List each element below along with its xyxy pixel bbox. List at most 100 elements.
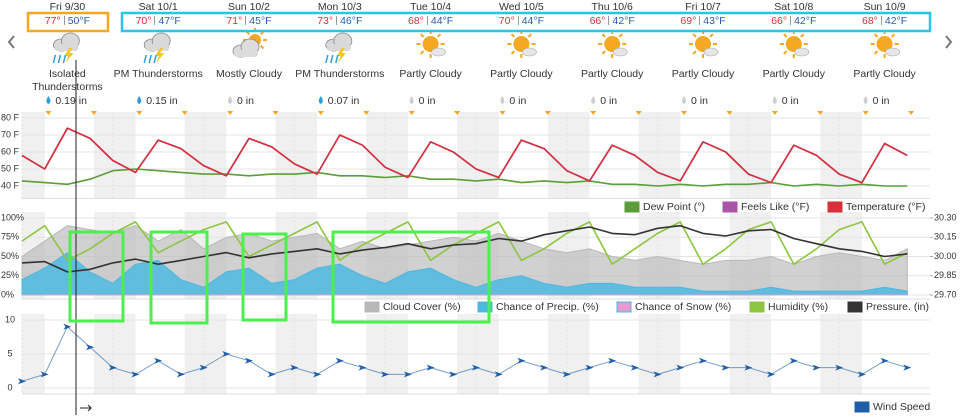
day-date: Sat 10/1 xyxy=(138,1,178,13)
separator xyxy=(154,16,156,25)
nav-prev[interactable] xyxy=(7,35,15,49)
day-temps: 70° 47°F xyxy=(113,15,203,28)
legend-swatch xyxy=(616,301,632,313)
icon-cloud xyxy=(703,47,719,57)
sun-event xyxy=(317,111,324,115)
day-precip: 0 in xyxy=(691,95,708,107)
wind-marker xyxy=(131,371,140,378)
day-date: Fri 9/30 xyxy=(49,1,86,13)
day-precip: 0.19 in xyxy=(55,95,87,107)
day-condition: PM Thunderstorms xyxy=(295,68,385,80)
icon-ray xyxy=(692,33,697,38)
sun-event xyxy=(908,111,915,115)
sun-event xyxy=(681,111,688,115)
sun-event xyxy=(363,111,370,115)
low-temp: 44°F xyxy=(430,15,454,27)
separator xyxy=(699,16,701,25)
day-temps: 70° 44°F xyxy=(476,15,566,28)
icon-rain xyxy=(52,54,57,64)
day-condition: Isolated Thunderstorms xyxy=(32,68,103,93)
day-condition: PM Thunderstorms xyxy=(113,68,203,80)
wind-marker xyxy=(721,364,730,371)
icon-cloud xyxy=(145,44,170,51)
night-band xyxy=(93,112,136,199)
icon-sun xyxy=(604,36,621,52)
wind-marker xyxy=(449,371,458,378)
sun-event xyxy=(544,111,551,115)
highlight-box xyxy=(149,230,209,325)
wind-marker xyxy=(585,364,594,371)
wind-marker xyxy=(426,364,435,371)
sun-event xyxy=(590,111,597,115)
highlight-box xyxy=(26,11,110,33)
y-tick-label: 100% xyxy=(1,212,24,222)
icon-cloud xyxy=(326,44,351,51)
icon-ray xyxy=(890,33,896,38)
legend-swatch xyxy=(624,201,640,213)
wind-marker xyxy=(63,323,72,330)
wind-marker xyxy=(812,364,821,371)
wind-marker xyxy=(403,371,412,378)
highlight-box xyxy=(331,230,491,324)
sun-event xyxy=(499,111,506,115)
day-condition: Partly Cloudy xyxy=(853,68,916,80)
separator xyxy=(790,16,792,25)
highlight-box xyxy=(68,230,125,323)
wind-marker xyxy=(381,371,390,378)
day-temps: 68° 44°F xyxy=(386,15,476,28)
low-temp: 42°F xyxy=(884,15,908,27)
icon-ray xyxy=(800,33,805,38)
sun-event xyxy=(454,111,461,115)
icon-sun xyxy=(695,36,711,52)
wind-marker xyxy=(744,364,753,371)
wind-marker xyxy=(313,371,322,378)
high-temp: 70° xyxy=(498,15,515,27)
icon-ray xyxy=(601,33,606,38)
sun-event xyxy=(635,111,642,115)
separator xyxy=(608,16,610,25)
icon-cloud xyxy=(612,47,628,57)
precip-drop xyxy=(46,96,51,104)
sun-event xyxy=(45,111,52,115)
line xyxy=(21,224,908,273)
icon-ray xyxy=(618,33,623,38)
wind-marker xyxy=(608,357,617,364)
y-tick-label: 60 F xyxy=(1,146,20,156)
wind-marker xyxy=(789,357,798,364)
icon-ray xyxy=(783,50,788,55)
wind-marker xyxy=(245,357,253,364)
high-temp: 70° xyxy=(135,15,152,27)
legend-label: Cloud Cover (%) xyxy=(383,301,461,313)
precip-drop xyxy=(318,96,323,104)
icon-ray xyxy=(692,50,697,55)
nav-next[interactable] xyxy=(945,35,953,49)
icon-cloud xyxy=(234,50,258,57)
icon-ray xyxy=(419,50,425,55)
wind-marker xyxy=(540,364,549,371)
legend-label: Temperature (°F) xyxy=(846,201,925,213)
legend-label: Wind Speed xyxy=(873,401,930,413)
night-band xyxy=(547,112,590,199)
icon-sun xyxy=(785,36,802,52)
icon-ray xyxy=(510,50,516,55)
wind-marker xyxy=(108,364,117,371)
y-tick-label: 25% xyxy=(1,270,19,280)
high-temp: 66° xyxy=(771,15,788,27)
icon-ray xyxy=(419,33,425,38)
high-temp: 71° xyxy=(226,15,243,27)
wind-marker xyxy=(290,364,299,371)
sun-event xyxy=(272,111,279,115)
legend-swatch xyxy=(722,201,738,213)
day-precip: 0 in xyxy=(781,95,799,107)
day-date: Sun 10/9 xyxy=(863,1,906,13)
precip-drop xyxy=(228,96,232,104)
icon-bolt xyxy=(155,48,165,63)
wind-marker xyxy=(222,351,231,357)
sun-event xyxy=(726,111,733,115)
day-condition: Partly Cloudy xyxy=(580,68,644,80)
day-temps: 68° 42°F xyxy=(840,15,930,28)
day-temps: 77° 50°F xyxy=(22,15,112,28)
sun-event xyxy=(862,111,869,115)
wind-marker xyxy=(517,357,526,364)
